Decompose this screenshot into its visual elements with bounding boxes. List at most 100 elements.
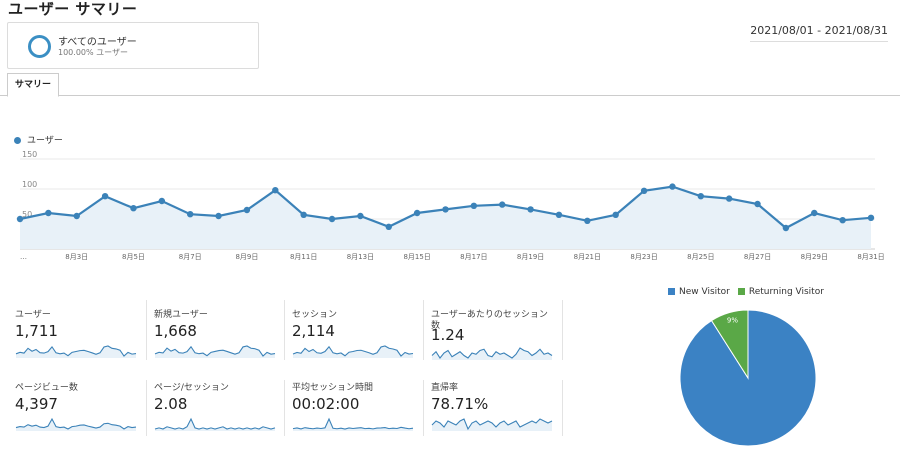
metric-sparkline (292, 345, 414, 358)
metric-divider (146, 300, 147, 360)
pie-legend-item-new[interactable]: New Visitor (668, 287, 730, 297)
y-tick-label: 50 (22, 210, 32, 219)
data-point[interactable] (243, 206, 251, 214)
metric-5[interactable]: ページビュー数 4,397 (15, 383, 140, 443)
data-point[interactable] (782, 224, 790, 232)
pie-data-label: 9% (727, 316, 738, 324)
data-point[interactable] (16, 215, 24, 223)
data-point[interactable] (328, 215, 336, 223)
sparkline-line (154, 345, 276, 357)
metric-6[interactable]: ページ/セッション 2.08 (154, 383, 279, 443)
visitor-pie-chart[interactable]: 91%9% (675, 305, 821, 451)
x-tick-label: 8月17日 (460, 253, 487, 261)
data-point[interactable] (867, 214, 875, 221)
metric-label: 平均セッション時間 (292, 383, 374, 393)
users-line-chart[interactable]: 150 100 50 … 8月3日 8月5日 8月7日 8月9日 8月11日 8月13日 8月15日… (0, 148, 900, 268)
metric-1[interactable]: ユーザー 1,711 (15, 310, 140, 370)
sparkline-line (154, 417, 276, 430)
data-point[interactable] (158, 197, 166, 205)
sparkline-line (292, 417, 414, 430)
metric-8[interactable]: 直帰率 78.71% (431, 383, 556, 443)
pie-legend-label: New Visitor (679, 287, 730, 297)
metric-divider (284, 300, 285, 360)
sparkline-area (432, 348, 552, 360)
sparkline-area (293, 419, 413, 431)
data-point[interactable] (754, 200, 761, 208)
data-point[interactable] (215, 212, 222, 220)
data-point[interactable] (73, 212, 80, 220)
legend-label: ユーザー (27, 136, 63, 146)
segment-card[interactable]: すべてのユーザー 100.00% ユーザー (7, 22, 259, 69)
data-point[interactable] (130, 205, 137, 212)
metric-value: 78.71% (431, 395, 489, 413)
x-tick-label: 8月27日 (744, 253, 771, 261)
data-point[interactable] (499, 201, 506, 208)
data-point[interactable] (470, 202, 478, 209)
page-title: ユーザー サマリー (8, 0, 138, 18)
segment-percentage: 100.00% ユーザー (58, 48, 128, 57)
data-point[interactable] (101, 193, 109, 200)
data-point[interactable] (187, 211, 194, 218)
pie-legend-item-returning[interactable]: Returning Visitor (737, 287, 824, 297)
metric-label: ページビュー数 (15, 383, 78, 393)
sparkline-line (15, 345, 137, 357)
x-tick-label: 8月21日 (574, 253, 601, 261)
metric-value: 2.08 (154, 395, 188, 413)
data-point[interactable] (555, 211, 563, 218)
data-point[interactable] (357, 212, 364, 220)
metric-label: セッション (292, 310, 338, 320)
metric-sparkline (15, 417, 137, 431)
x-tick-label: 8月31日 (857, 253, 884, 261)
data-point[interactable] (272, 187, 279, 194)
x-tick-label: 8月25日 (687, 253, 714, 261)
data-point[interactable] (697, 193, 704, 200)
sparkline-line (431, 347, 553, 359)
tab-divider (0, 95, 900, 96)
date-range-picker[interactable]: 2021/08/01 - 2021/08/31 (750, 23, 888, 42)
x-tick-label: … (20, 253, 27, 261)
data-point[interactable] (725, 195, 733, 202)
data-point[interactable] (584, 217, 591, 224)
metric-sparkline (154, 345, 276, 358)
x-tick-label: 8月23日 (630, 253, 657, 261)
metric-sparkline (292, 417, 414, 431)
data-point[interactable] (385, 223, 392, 230)
sparkline-area (16, 419, 136, 431)
metric-divider (423, 300, 424, 360)
metric-value: 2,114 (292, 322, 335, 340)
tab-summary[interactable]: サマリー (7, 73, 59, 97)
metric-4[interactable]: ユーザーあたりのセッション数 1.24 (431, 310, 556, 370)
pie-legend-label: Returning Visitor (748, 287, 824, 297)
x-tick-label: 8月19日 (517, 253, 544, 261)
data-point[interactable] (640, 187, 648, 194)
metric-value: 1,668 (154, 322, 197, 340)
x-tick-label: 8月7日 (179, 253, 202, 261)
y-tick-label: 100 (22, 180, 37, 189)
data-point[interactable] (612, 211, 619, 218)
data-point[interactable] (413, 209, 421, 217)
metric-sparkline (154, 417, 276, 431)
metric-3[interactable]: セッション 2,114 (292, 310, 417, 370)
data-point[interactable] (300, 211, 307, 218)
x-tick-label: 8月29日 (801, 253, 828, 261)
x-tick-label: 8月9日 (235, 253, 258, 261)
metric-2[interactable]: 新規ユーザー 1,668 (154, 310, 279, 370)
data-point[interactable] (527, 206, 534, 213)
data-point[interactable] (811, 209, 818, 217)
main-chart-legend[interactable]: ユーザー (14, 133, 63, 146)
sparkline-area (432, 419, 552, 431)
sparkline-line (431, 418, 553, 431)
data-point[interactable] (839, 217, 846, 224)
series-area (20, 186, 871, 249)
data-point[interactable] (669, 183, 676, 190)
metric-sparkline (15, 345, 137, 358)
metric-label: ユーザーあたりのセッション数 (431, 310, 548, 331)
pie-slice[interactable] (710, 309, 749, 380)
metric-label: 直帰率 (431, 383, 459, 393)
metric-7[interactable]: 平均セッション時間 00:02:00 (292, 383, 417, 443)
metric-divider (284, 380, 285, 436)
x-tick-label: 8月5日 (122, 253, 145, 261)
x-tick-label: 8月13日 (347, 253, 374, 261)
data-point[interactable] (45, 209, 52, 217)
data-point[interactable] (442, 206, 449, 213)
